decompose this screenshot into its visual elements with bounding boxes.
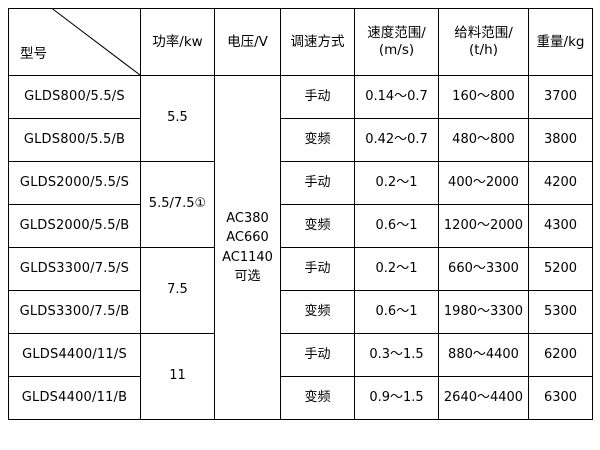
cell-speed-mode: 变频: [280, 290, 355, 334]
cell-weight: 4200: [528, 161, 593, 205]
table-header-row: 型号 功率/kw 电压/V 调速方式 速度范围/ (m/s) 给料范围/ (t/…: [8, 8, 593, 76]
cell-power-group: 5.5: [140, 75, 215, 162]
cell-speed-mode: 变频: [280, 118, 355, 162]
cell-feed-range: 160～800: [438, 75, 529, 119]
voltage-option-2: AC660: [226, 230, 269, 245]
cell-feed-range: 660～3300: [438, 247, 529, 291]
cell-model: GLDS800/5.5/S: [8, 75, 141, 119]
cell-weight: 3700: [528, 75, 593, 119]
cell-model: GLDS800/5.5/B: [8, 118, 141, 162]
voltage-option-4: 可选: [234, 269, 261, 284]
cell-speed-mode: 手动: [280, 161, 355, 205]
header-speed-range-line2: (m/s): [378, 42, 415, 58]
cell-model: GLDS4400/11/B: [8, 376, 141, 420]
header-feed-range-line1: 给料范围/: [454, 25, 513, 42]
cell-speed-mode: 变频: [280, 204, 355, 248]
cell-feed-range: 1980～3300: [438, 290, 529, 334]
header-speed-range-line1: 速度范围/: [367, 25, 426, 42]
cell-power-group: 11: [140, 333, 215, 420]
cell-feed-range: 1200～2000: [438, 204, 529, 248]
table-row: GLDS3300/7.5/S 7.5 手动 0.2～1 660～3300 520…: [8, 247, 593, 334]
voltage-option-3: AC1140: [222, 249, 273, 265]
cell-speed-range: 0.6～1: [354, 290, 439, 334]
cell-weight: 6300: [528, 376, 593, 420]
cell-speed-mode: 手动: [280, 75, 355, 119]
table-row: GLDS4400/11/B 变频 0.9～1.5 2640～4400 6300: [8, 376, 593, 420]
table-row: GLDS3300/7.5/B 变频 0.6～1 1980～3300 5300: [8, 290, 593, 334]
cell-speed-mode: 手动: [280, 247, 355, 291]
cell-model: GLDS2000/5.5/S: [8, 161, 141, 205]
cell-speed-range: 0.2～1: [354, 161, 439, 205]
table-row: GLDS2000/5.5/S 5.5/7.5① 手动 0.2～1 400～200…: [8, 161, 593, 248]
cell-model: GLDS3300/7.5/B: [8, 290, 141, 334]
table-row: GLDS800/5.5/S 5.5 AC380 AC660 AC1140 可选 …: [8, 75, 593, 420]
cell-voltage: AC380 AC660 AC1140 可选: [214, 75, 281, 420]
cell-model: GLDS4400/11/S: [8, 333, 141, 377]
cell-feed-range: 400～2000: [438, 161, 529, 205]
header-voltage: 电压/V: [214, 8, 281, 76]
cell-weight: 5200: [528, 247, 593, 291]
specification-table: 型号 功率/kw 电压/V 调速方式 速度范围/ (m/s) 给料范围/ (t/…: [8, 8, 593, 420]
header-power: 功率/kw: [140, 8, 215, 76]
cell-weight: 6200: [528, 333, 593, 377]
table-row: GLDS2000/5.5/B 变频 0.6～1 1200～2000 4300: [8, 204, 593, 248]
cell-feed-range: 480～800: [438, 118, 529, 162]
cell-model: GLDS2000/5.5/B: [8, 204, 141, 248]
cell-speed-range: 0.42～0.7: [354, 118, 439, 162]
cell-weight: 5300: [528, 290, 593, 334]
header-model-cell: 型号: [8, 8, 141, 76]
cell-speed-mode: 手动: [280, 333, 355, 377]
voltage-option-1: AC380: [226, 210, 269, 226]
header-speed-mode: 调速方式: [280, 8, 355, 76]
header-model-label: 型号: [20, 45, 47, 62]
cell-speed-range: 0.9～1.5: [354, 376, 439, 420]
cell-feed-range: 2640～4400: [438, 376, 529, 420]
cell-speed-range: 0.14～0.7: [354, 75, 439, 119]
cell-speed-range: 0.2～1: [354, 247, 439, 291]
header-speed-range: 速度范围/ (m/s): [354, 8, 439, 76]
cell-speed-range: 0.3～1.5: [354, 333, 439, 377]
header-weight: 重量/kg: [528, 8, 593, 76]
cell-speed-mode: 变频: [280, 376, 355, 420]
table-row: GLDS4400/11/S 11 手动 0.3～1.5 880～4400 620…: [8, 333, 593, 420]
cell-speed-range: 0.6～1: [354, 204, 439, 248]
table-row: GLDS800/5.5/B 变频 0.42～0.7 480～800 3800: [8, 118, 593, 162]
cell-power-group: 7.5: [140, 247, 215, 334]
cell-weight: 3800: [528, 118, 593, 162]
cell-power-group: 5.5/7.5①: [140, 161, 215, 248]
header-feed-range-line2: (t/h): [469, 42, 498, 58]
cell-weight: 4300: [528, 204, 593, 248]
header-feed-range: 给料范围/ (t/h): [438, 8, 529, 76]
cell-feed-range: 880～4400: [438, 333, 529, 377]
cell-model: GLDS3300/7.5/S: [8, 247, 141, 291]
